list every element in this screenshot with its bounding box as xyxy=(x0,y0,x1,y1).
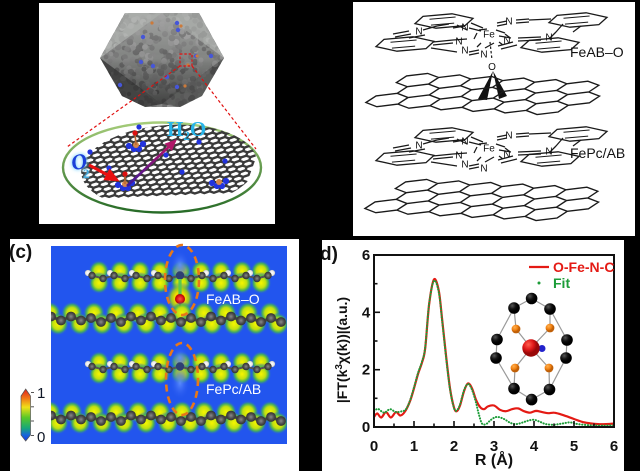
svg-text:N: N xyxy=(461,160,468,171)
svg-text:N: N xyxy=(545,147,552,158)
svg-text:3: 3 xyxy=(490,438,498,455)
svg-text:N: N xyxy=(455,151,462,162)
svg-text:6: 6 xyxy=(610,438,618,455)
svg-text:FeAB–O: FeAB–O xyxy=(206,291,260,307)
svg-text:O: O xyxy=(69,148,90,176)
svg-text:N: N xyxy=(545,33,552,44)
svg-text:N: N xyxy=(480,164,487,175)
svg-text:Fit: Fit xyxy=(553,275,570,291)
svg-text:|FT(k3χ(k))|(a.u.): |FT(k3χ(k))|(a.u.) xyxy=(334,297,350,403)
svg-text:2: 2 xyxy=(450,438,458,455)
svg-text:1: 1 xyxy=(410,438,418,455)
svg-text:Fe: Fe xyxy=(483,30,495,41)
svg-text:N: N xyxy=(480,50,487,61)
svg-text:5: 5 xyxy=(570,438,578,455)
svg-text:4: 4 xyxy=(530,438,539,455)
svg-text:FePc/AB: FePc/AB xyxy=(570,145,625,161)
svg-text:N: N xyxy=(461,23,468,34)
svg-text:N: N xyxy=(461,46,468,57)
svg-text:4: 4 xyxy=(362,304,371,321)
svg-text:O-Fe-N-C: O-Fe-N-C xyxy=(553,259,614,275)
svg-text:FeAB–O: FeAB–O xyxy=(570,44,624,60)
svg-text:0: 0 xyxy=(370,438,378,455)
svg-text:N: N xyxy=(461,137,468,148)
svg-text:N: N xyxy=(415,141,422,152)
svg-text:d): d) xyxy=(322,244,338,265)
svg-text:N: N xyxy=(455,37,462,48)
svg-text:N: N xyxy=(505,17,512,28)
svg-text:2: 2 xyxy=(362,362,370,379)
svg-text:1: 1 xyxy=(37,385,45,402)
svg-text:N: N xyxy=(503,36,510,47)
svg-text:H2O: H2O xyxy=(167,117,206,143)
svg-text:0: 0 xyxy=(37,429,45,446)
svg-text:R (Å): R (Å) xyxy=(475,450,513,469)
svg-text:N: N xyxy=(505,131,512,142)
svg-text:N: N xyxy=(415,27,422,38)
svg-text:2: 2 xyxy=(83,166,90,181)
svg-text:0: 0 xyxy=(362,419,370,436)
svg-text:N: N xyxy=(503,150,510,161)
svg-text:Fe: Fe xyxy=(483,144,495,155)
svg-text:6: 6 xyxy=(362,247,370,264)
svg-text:FePc/AB: FePc/AB xyxy=(206,381,261,397)
svg-text:O: O xyxy=(488,62,496,73)
svg-text:(c): (c) xyxy=(10,242,32,263)
